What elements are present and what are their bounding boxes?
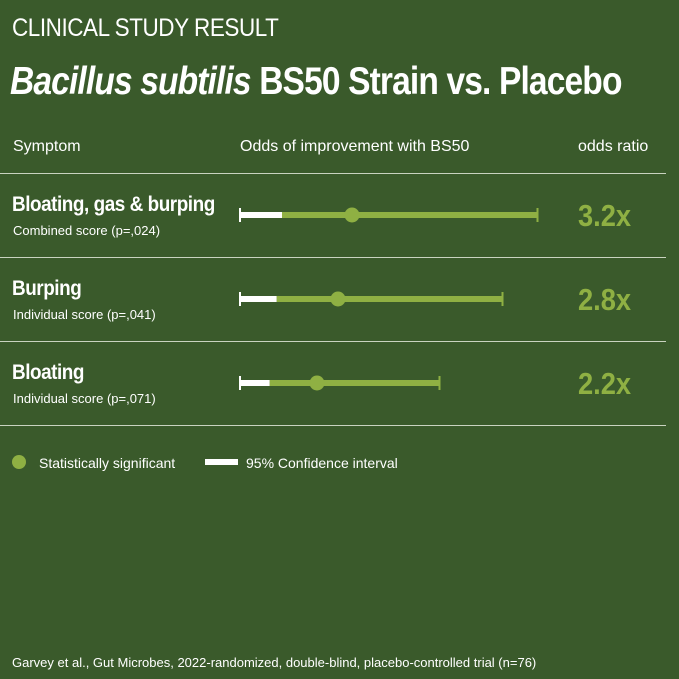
eyebrow-title: CLINICAL STUDY RESULT	[12, 14, 279, 42]
page-title: Bacillus subtilis BS50 Strain vs. Placeb…	[10, 58, 622, 106]
ci-cap-end	[438, 376, 441, 390]
divider-row-3	[0, 425, 666, 426]
legend-significant-marker	[12, 455, 26, 469]
column-header-symptom: Symptom	[13, 138, 81, 155]
ci-cap-end	[501, 292, 504, 306]
ci-segment-high	[276, 296, 503, 302]
row-ratio-burping: 2.8x	[578, 282, 632, 317]
legend-ci-marker	[205, 459, 238, 465]
row-name-combined: Bloating, gas & burping	[12, 193, 215, 216]
row-sub-combined: Combined score (p=,024)	[13, 223, 161, 238]
divider-row-1	[0, 257, 666, 258]
odds-ratio-point	[330, 291, 346, 307]
row-sub-burping: Individual score (p=,041)	[13, 307, 156, 322]
row-name-bloating: Bloating	[12, 361, 84, 384]
legend-significant-label: Statistically significant	[39, 455, 176, 471]
title-comparison: BS50 Strain vs. Placebo	[250, 60, 622, 103]
row-name-burping: Burping	[12, 277, 82, 300]
ci-segment-high	[282, 212, 538, 218]
column-header-odds: Odds of improvement with BS50	[240, 138, 470, 155]
ci-segment-low	[240, 380, 270, 386]
ci-segment-low	[240, 296, 277, 302]
ci-cap-end	[536, 208, 539, 222]
divider-header	[0, 173, 666, 174]
legend-ci-label: 95% Confidence interval	[246, 455, 398, 471]
row-ratio-combined: 3.2x	[578, 198, 632, 233]
odds-ratio-point	[309, 375, 325, 391]
row-sub-bloating: Individual score (p=,071)	[13, 391, 156, 406]
odds-ratio-point	[344, 207, 360, 223]
ci-cap-start	[239, 292, 241, 306]
citation-footer: Garvey et al., Gut Microbes, 2022-random…	[12, 655, 537, 670]
divider-row-2	[0, 341, 666, 342]
ci-cap-start	[239, 208, 241, 222]
column-header-ratio: odds ratio	[578, 138, 649, 155]
ci-segment-low	[240, 212, 282, 218]
row-ratio-bloating: 2.2x	[578, 366, 632, 401]
title-species: Bacillus subtilis	[10, 60, 252, 103]
ci-segment-high	[269, 380, 440, 386]
ci-cap-start	[239, 376, 241, 390]
